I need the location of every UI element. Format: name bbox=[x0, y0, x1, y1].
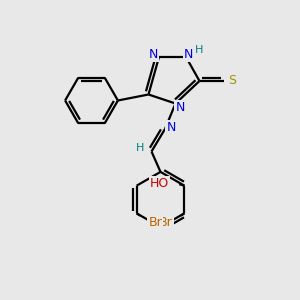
Text: Br: Br bbox=[148, 216, 162, 230]
Text: N: N bbox=[166, 121, 176, 134]
Text: H: H bbox=[194, 45, 203, 56]
Text: HO: HO bbox=[150, 177, 169, 190]
Text: N: N bbox=[184, 47, 193, 61]
Text: S: S bbox=[228, 74, 236, 88]
Text: Br: Br bbox=[159, 216, 173, 230]
Text: N: N bbox=[149, 48, 158, 61]
Text: N: N bbox=[175, 100, 185, 114]
Text: H: H bbox=[136, 143, 144, 153]
